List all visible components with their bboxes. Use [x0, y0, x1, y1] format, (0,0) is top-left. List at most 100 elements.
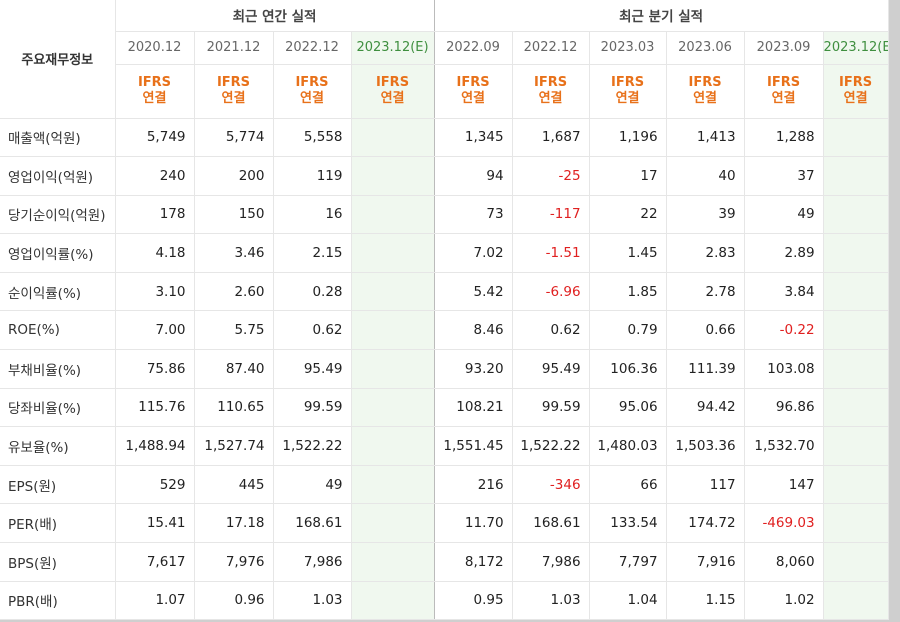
value-cell: 3.10	[115, 272, 195, 312]
value-cell: 445	[194, 464, 274, 505]
value-cell: 1.03	[512, 581, 590, 621]
value-cell: -6.96	[512, 272, 590, 312]
value-cell: 5,749	[115, 118, 195, 158]
value-cell: 7,617	[115, 542, 195, 582]
value-cell	[351, 233, 435, 273]
value-cell	[823, 310, 889, 351]
standard-consolidated-label: 연결	[142, 91, 167, 106]
standard-header: IFRS 연결	[351, 64, 435, 119]
standard-header: IFRS 연결	[744, 64, 824, 119]
value-cell: 2.60	[194, 272, 274, 312]
value-cell: 99.59	[273, 388, 352, 428]
value-cell: 5.42	[434, 272, 513, 312]
standard-consolidated-label: 연결	[380, 91, 405, 106]
standard-ifrs-label: IFRS	[688, 75, 722, 90]
table-row: PER(배) 15.41 17.18 168.61 11.70 168.61 133.54 1…	[0, 503, 889, 544]
value-cell: 1,527.74	[194, 426, 274, 466]
value-cell: 110.65	[194, 388, 274, 428]
value-cell: 0.66	[666, 310, 745, 351]
standard-header: IFRS 연결	[512, 64, 590, 119]
table-row: 당기순이익(억원) 178 150 16 73 -117 22 39 49	[0, 195, 889, 235]
value-cell: 17.18	[194, 503, 274, 544]
value-cell: 174.72	[666, 503, 745, 544]
table-row: EPS(원) 529 445 49 216 -346 66 117 147	[0, 464, 889, 505]
value-cell: -0.22	[744, 310, 824, 351]
value-cell: 8.46	[434, 310, 513, 351]
row-label: ROE(%)	[0, 310, 116, 351]
row-label: 영업이익(억원)	[0, 156, 116, 196]
value-cell	[823, 581, 889, 621]
value-cell: 1.85	[589, 272, 667, 312]
row-label: 부채비율(%)	[0, 349, 116, 389]
value-cell: 103.08	[744, 349, 824, 389]
value-cell: -469.03	[744, 503, 824, 544]
period-header-annual: 2021.12	[194, 31, 274, 65]
period-header-quarter: 2023.03	[589, 31, 667, 65]
value-cell: 106.36	[589, 349, 667, 389]
value-cell: 75.86	[115, 349, 195, 389]
value-cell	[351, 581, 435, 621]
standard-header: IFRS 연결	[273, 64, 352, 119]
standard-ifrs-label: IFRS	[137, 75, 172, 90]
standard-header: IFRS 연결	[194, 64, 274, 119]
value-cell: 39	[666, 195, 745, 235]
value-cell: 1,532.70	[744, 426, 824, 466]
value-cell: 5,558	[273, 118, 352, 158]
value-cell	[823, 503, 889, 544]
value-cell: 168.61	[273, 503, 352, 544]
value-cell: 216	[434, 464, 513, 505]
value-cell: 15.41	[115, 503, 195, 544]
value-cell: 2.83	[666, 233, 745, 273]
value-cell: 108.21	[434, 388, 513, 428]
standard-ifrs-label: IFRS	[295, 75, 329, 90]
annual-group-header: 최근 연간 실적	[115, 0, 435, 32]
value-cell: 95.49	[273, 349, 352, 389]
value-cell: 3.46	[194, 233, 274, 273]
value-cell: 147	[744, 464, 824, 505]
period-header-annual: 2020.12	[115, 31, 195, 65]
value-cell: 119	[273, 156, 352, 196]
table-row: 영업이익률(%) 4.18 3.46 2.15 7.02 -1.51 1.45 2.83 2.8…	[0, 233, 889, 273]
row-label: 당기순이익(억원)	[0, 195, 116, 235]
value-cell: 73	[434, 195, 513, 235]
standard-consolidated-label: 연결	[538, 91, 563, 106]
value-cell: 0.28	[273, 272, 352, 312]
value-cell: 1.02	[744, 581, 824, 621]
value-cell	[823, 426, 889, 466]
period-header-quarter: 2023.09	[744, 31, 824, 65]
value-cell: 8,060	[744, 542, 824, 582]
value-cell: 1,488.94	[115, 426, 195, 466]
value-cell: 66	[589, 464, 667, 505]
standard-header: IFRS 연결	[823, 64, 889, 119]
standard-header: IFRS 연결	[589, 64, 667, 119]
period-header-quarter: 2022.12	[512, 31, 590, 65]
value-cell	[351, 156, 435, 196]
value-cell	[351, 426, 435, 466]
value-cell: 0.95	[434, 581, 513, 621]
standard-header: IFRS 연결	[434, 64, 513, 119]
value-cell: 7.00	[115, 310, 195, 351]
value-cell: 150	[194, 195, 274, 235]
value-cell	[351, 310, 435, 351]
value-cell	[351, 464, 435, 505]
value-cell: 4.18	[115, 233, 195, 273]
value-cell: 1,413	[666, 118, 745, 158]
value-cell	[823, 233, 889, 273]
row-label: 매출액(억원)	[0, 118, 116, 158]
value-cell: 1,551.45	[434, 426, 513, 466]
standard-ifrs-label: IFRS	[839, 75, 873, 90]
row-label: PER(배)	[0, 503, 116, 544]
value-cell	[823, 118, 889, 158]
period-header-quarter: 2023.12(E)	[823, 31, 889, 65]
value-cell: 11.70	[434, 503, 513, 544]
table-row: 유보율(%) 1,488.94 1,527.74 1,522.22 1,551.45 1,…	[0, 426, 889, 466]
value-cell: -117	[512, 195, 590, 235]
table-row: 영업이익(억원) 240 200 119 94 -25 17 40 37	[0, 156, 889, 196]
standard-ifrs-label: IFRS	[767, 75, 801, 90]
period-header-annual: 2022.12	[273, 31, 352, 65]
value-cell: 200	[194, 156, 274, 196]
value-cell: 0.62	[512, 310, 590, 351]
value-cell: 95.49	[512, 349, 590, 389]
standard-consolidated-label: 연결	[221, 91, 246, 106]
row-label: 영업이익률(%)	[0, 233, 116, 273]
